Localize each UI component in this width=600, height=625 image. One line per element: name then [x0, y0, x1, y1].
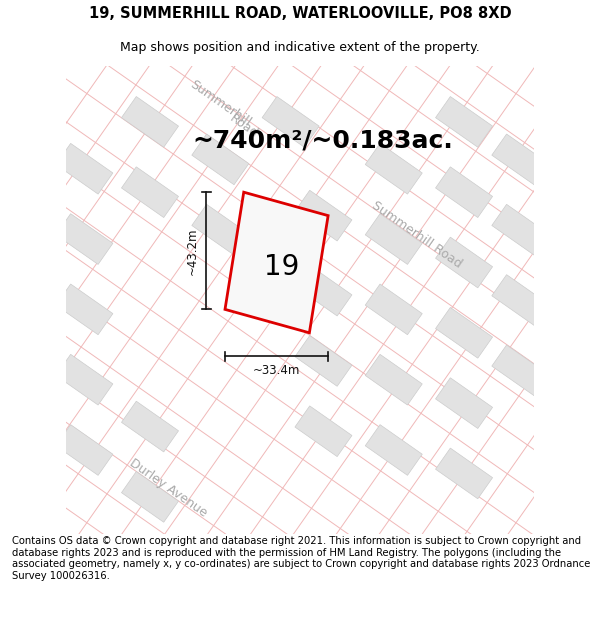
Polygon shape [436, 378, 493, 429]
Text: Contains OS data © Crown copyright and database right 2021. This information is : Contains OS data © Crown copyright and d… [12, 536, 590, 581]
Polygon shape [295, 265, 352, 316]
Text: ~43.2m: ~43.2m [186, 227, 199, 274]
Polygon shape [492, 134, 549, 185]
Polygon shape [365, 143, 422, 194]
Polygon shape [192, 204, 249, 255]
Polygon shape [121, 96, 179, 148]
Polygon shape [295, 406, 352, 457]
Polygon shape [436, 448, 493, 499]
Polygon shape [56, 143, 113, 194]
Polygon shape [225, 192, 328, 332]
Text: Map shows position and indicative extent of the property.: Map shows position and indicative extent… [120, 41, 480, 54]
Polygon shape [436, 237, 493, 288]
Polygon shape [262, 96, 319, 148]
Polygon shape [295, 190, 352, 241]
Polygon shape [56, 214, 113, 264]
Text: 19: 19 [263, 253, 299, 281]
Text: Road: Road [227, 112, 260, 141]
Polygon shape [295, 336, 352, 386]
Polygon shape [365, 284, 422, 335]
Polygon shape [365, 354, 422, 405]
Text: Durley Avenue: Durley Avenue [127, 456, 210, 519]
Text: Summerhill: Summerhill [187, 78, 253, 129]
Polygon shape [436, 308, 493, 358]
Polygon shape [436, 167, 493, 217]
Polygon shape [492, 345, 549, 396]
Polygon shape [365, 214, 422, 264]
Text: ~33.4m: ~33.4m [253, 364, 300, 377]
Polygon shape [365, 424, 422, 476]
Text: Summerhill Road: Summerhill Road [370, 198, 464, 271]
Polygon shape [121, 471, 179, 522]
Polygon shape [436, 96, 493, 148]
Text: ~740m²/~0.183ac.: ~740m²/~0.183ac. [192, 129, 453, 152]
Polygon shape [121, 401, 179, 452]
Polygon shape [492, 204, 549, 255]
Polygon shape [56, 284, 113, 335]
Polygon shape [56, 354, 113, 405]
Text: 19, SUMMERHILL ROAD, WATERLOOVILLE, PO8 8XD: 19, SUMMERHILL ROAD, WATERLOOVILLE, PO8 … [89, 6, 511, 21]
Polygon shape [492, 274, 549, 326]
Polygon shape [56, 424, 113, 476]
Polygon shape [192, 134, 249, 185]
Polygon shape [121, 167, 179, 217]
